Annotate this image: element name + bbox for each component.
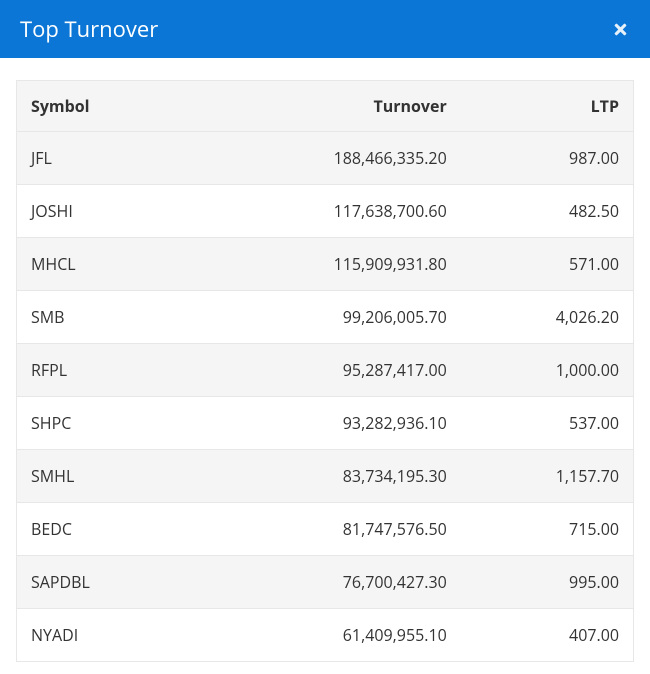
cell-symbol: NYADI: [17, 609, 214, 662]
table-row: JOSHI117,638,700.60482.50: [17, 185, 634, 238]
cell-symbol: SMB: [17, 291, 214, 344]
cell-ltp: 1,000.00: [461, 344, 634, 397]
col-header-turnover: Turnover: [214, 81, 461, 132]
cell-ltp: 1,157.70: [461, 450, 634, 503]
cell-symbol: SHPC: [17, 397, 214, 450]
cell-turnover: 188,466,335.20: [214, 132, 461, 185]
cell-turnover: 93,282,936.10: [214, 397, 461, 450]
cell-ltp: 4,026.20: [461, 291, 634, 344]
cell-ltp: 987.00: [461, 132, 634, 185]
cell-turnover: 61,409,955.10: [214, 609, 461, 662]
widget-header: Top Turnover: [0, 0, 650, 58]
close-icon[interactable]: [610, 19, 630, 39]
table-row: MHCL115,909,931.80571.00: [17, 238, 634, 291]
cell-symbol: BEDC: [17, 503, 214, 556]
table-row: SMB99,206,005.704,026.20: [17, 291, 634, 344]
table-row: SMHL83,734,195.301,157.70: [17, 450, 634, 503]
cell-symbol: JFL: [17, 132, 214, 185]
table-body: JFL188,466,335.20987.00JOSHI117,638,700.…: [17, 132, 634, 662]
table-row: RFPL95,287,417.001,000.00: [17, 344, 634, 397]
table-row: NYADI61,409,955.10407.00: [17, 609, 634, 662]
cell-ltp: 537.00: [461, 397, 634, 450]
col-header-ltp: LTP: [461, 81, 634, 132]
turnover-table: Symbol Turnover LTP JFL188,466,335.20987…: [16, 80, 634, 662]
table-row: SHPC93,282,936.10537.00: [17, 397, 634, 450]
cell-turnover: 81,747,576.50: [214, 503, 461, 556]
cell-symbol: SAPDBL: [17, 556, 214, 609]
cell-turnover: 117,638,700.60: [214, 185, 461, 238]
widget-body: Symbol Turnover LTP JFL188,466,335.20987…: [0, 58, 650, 674]
cell-symbol: JOSHI: [17, 185, 214, 238]
table-header-row: Symbol Turnover LTP: [17, 81, 634, 132]
cell-turnover: 95,287,417.00: [214, 344, 461, 397]
table-row: BEDC81,747,576.50715.00: [17, 503, 634, 556]
top-turnover-widget: Top Turnover Symbol Turnover LTP JFL188,…: [0, 0, 650, 674]
cell-symbol: SMHL: [17, 450, 214, 503]
table-row: JFL188,466,335.20987.00: [17, 132, 634, 185]
table-row: SAPDBL76,700,427.30995.00: [17, 556, 634, 609]
col-header-symbol: Symbol: [17, 81, 214, 132]
cell-symbol: RFPL: [17, 344, 214, 397]
cell-ltp: 571.00: [461, 238, 634, 291]
cell-turnover: 83,734,195.30: [214, 450, 461, 503]
cell-ltp: 482.50: [461, 185, 634, 238]
widget-title: Top Turnover: [20, 14, 158, 44]
cell-symbol: MHCL: [17, 238, 214, 291]
cell-ltp: 995.00: [461, 556, 634, 609]
cell-ltp: 715.00: [461, 503, 634, 556]
cell-turnover: 76,700,427.30: [214, 556, 461, 609]
cell-turnover: 99,206,005.70: [214, 291, 461, 344]
cell-ltp: 407.00: [461, 609, 634, 662]
cell-turnover: 115,909,931.80: [214, 238, 461, 291]
